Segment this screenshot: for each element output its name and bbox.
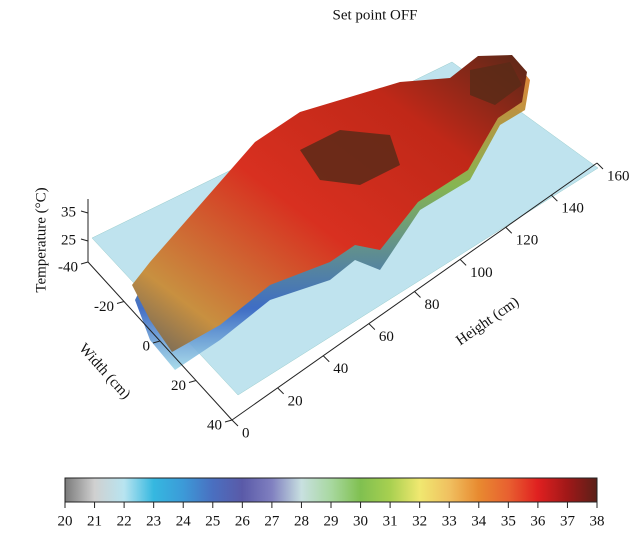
z-tick-label: 25 — [61, 232, 76, 248]
z-axis-label: Temperature (°C) — [33, 187, 49, 292]
y-tick-label: 20 — [171, 378, 186, 394]
x-tick-label: 40 — [333, 361, 348, 377]
colorbar — [64, 477, 598, 503]
colorbar-tick-label: 38 — [590, 513, 605, 529]
colorbar-tick-label: 26 — [235, 513, 251, 529]
x-tick-label: 60 — [379, 329, 394, 345]
z-tick — [80, 238, 89, 242]
colorbar-tick-label: 23 — [146, 513, 161, 529]
colorbar-tick-label: 22 — [117, 513, 132, 529]
colorbar-tick-label: 20 — [58, 513, 73, 529]
y-tick — [224, 419, 233, 423]
x-tick — [231, 419, 239, 427]
x-tick — [505, 226, 513, 234]
z-tick-label: 35 — [61, 204, 76, 220]
x-tick-label: 0 — [242, 425, 250, 441]
x-axis-label: Height (cm) — [453, 294, 522, 349]
x-tick-label: 20 — [288, 393, 303, 409]
z-tick — [80, 210, 89, 214]
x-tick-label: 80 — [425, 297, 440, 313]
colorbar-tick-label: 27 — [264, 513, 280, 529]
colorbar-tick-label: 28 — [294, 513, 309, 529]
y-tick — [188, 380, 197, 383]
x-tick — [277, 387, 284, 395]
x-tick — [368, 323, 376, 330]
colorbar-tick-label: 30 — [353, 513, 368, 529]
y-tick-label: -40 — [58, 259, 78, 275]
colorbar-tick-label: 29 — [324, 513, 339, 529]
x-tick-label: 100 — [470, 265, 493, 281]
y-tick — [152, 340, 161, 344]
body-surface — [132, 55, 527, 352]
y-tick-label: -20 — [94, 299, 114, 315]
colorbar-tick-label: 34 — [471, 513, 487, 529]
x-tick — [596, 162, 604, 170]
y-tick — [116, 301, 125, 304]
colorbar-tick-label: 33 — [442, 513, 457, 529]
colorbar-tick-label: 37 — [560, 513, 576, 529]
colorbar-tick-label: 31 — [383, 513, 398, 529]
y-tick-label: 40 — [207, 417, 222, 433]
x-tick-label: 160 — [607, 168, 630, 184]
body-head — [470, 62, 522, 105]
y-axis-label: Width (cm) — [75, 341, 133, 403]
body-core — [300, 130, 400, 185]
colorbar-tick-label: 32 — [412, 513, 427, 529]
colorbar-tick-label: 36 — [530, 513, 546, 529]
x-tick — [551, 194, 558, 202]
x-tick-label: 120 — [516, 233, 539, 249]
x-tick-label: 140 — [561, 201, 584, 217]
colorbar-tick-label: 35 — [501, 513, 516, 529]
colorbar-tick-label: 24 — [176, 513, 192, 529]
x-tick — [459, 259, 467, 266]
chart-title: Set point OFF — [332, 7, 417, 23]
colorbar-tick-label: 25 — [205, 513, 220, 529]
y-tick-label: 0 — [143, 338, 151, 354]
x-tick — [414, 291, 421, 298]
colorbar-tick-label: 21 — [87, 513, 102, 529]
y-tick — [80, 261, 89, 265]
x-tick — [322, 355, 330, 363]
